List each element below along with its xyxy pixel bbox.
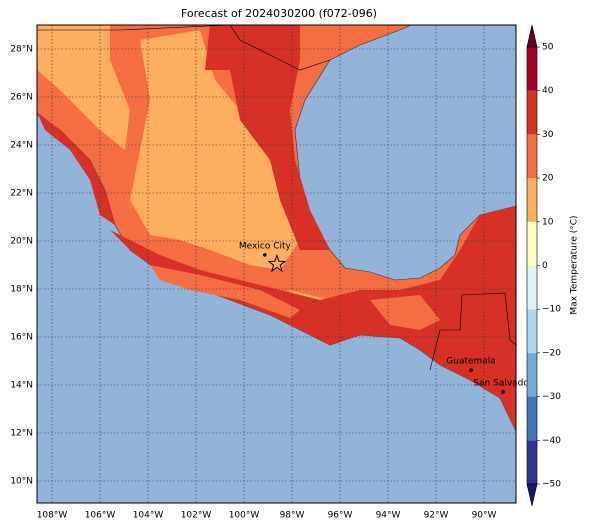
colorbar-segment [527,396,537,441]
x-tick-label: 96°W [328,511,353,521]
border [37,25,331,71]
colorbar-segment [527,90,537,135]
x-tick-label: 98°W [280,511,305,521]
colorbar-tick-label: 20 [542,174,554,184]
warm-patch [370,295,440,330]
colorbar-label: Max Temperature (°C) [570,215,580,314]
city-dot [263,253,267,257]
grid [37,25,516,503]
colorbar-tick-label: −30 [542,392,561,402]
y-tick-label: 22°N [10,188,33,198]
warm-patch [37,25,130,150]
colorbar-tick-label: 40 [542,86,554,96]
x-tick-label: 94°W [376,511,401,521]
y-tick-label: 12°N [10,428,33,438]
colorbar-tick-label: −20 [542,348,561,358]
y-tick-label: 24°N [10,140,33,150]
colorbar-segment [527,265,537,310]
chart-title: Forecast of 2024030200 (f072-096) [181,7,377,20]
star-marker [267,254,287,273]
y-tick-label: 14°N [10,380,33,390]
x-tick-label: 106°W [85,511,116,521]
colorbar-segment [527,178,537,222]
hot-patch [205,25,330,250]
colorbar-segment [527,352,537,397]
city-dot [469,368,473,372]
colorbar-extend [526,483,538,507]
hot-patch [37,112,115,225]
colorbar-tick-label: 30 [542,130,554,140]
colorbar-segment [527,440,537,484]
colorbar-extend [526,24,538,48]
city-label: San Salvador [473,378,533,388]
hot-patch [110,206,516,432]
y-tick-label: 28°N [10,44,33,54]
colorbar-tick-label: −10 [542,305,561,315]
colorbar-tick-label: 0 [542,261,548,271]
border [429,292,516,371]
y-tick-label: 10°N [10,476,33,486]
colorbar-segment [527,47,537,91]
warm-patch [130,30,300,270]
colorbar-tick-label: −40 [542,436,561,446]
y-tick-label: 18°N [10,284,33,294]
x-tick-label: 108°W [37,511,68,521]
colorbar-tick-label: −50 [542,480,561,490]
y-tick-label: 16°N [10,332,33,342]
y-tick-label: 26°N [10,92,33,102]
x-tick-label: 104°W [133,511,164,521]
x-tick-label: 102°W [181,511,212,521]
y-tick-label: 20°N [10,236,33,246]
warm-patch [150,265,300,318]
map-frame [36,24,517,504]
x-tick-label: 92°W [424,511,449,521]
city-label: Mexico City [239,241,292,251]
city-dot [501,390,505,394]
land [37,25,516,433]
colorbar-segment [527,221,537,266]
colorbar-segment [527,309,537,353]
colorbar-tick-label: 10 [542,217,554,227]
x-tick-label: 100°W [229,511,260,521]
x-tick-label: 90°W [472,511,497,521]
colorbar-segment [527,134,537,179]
city-label: Guatemala [446,357,496,367]
colorbar-tick-label: 50 [542,43,554,53]
